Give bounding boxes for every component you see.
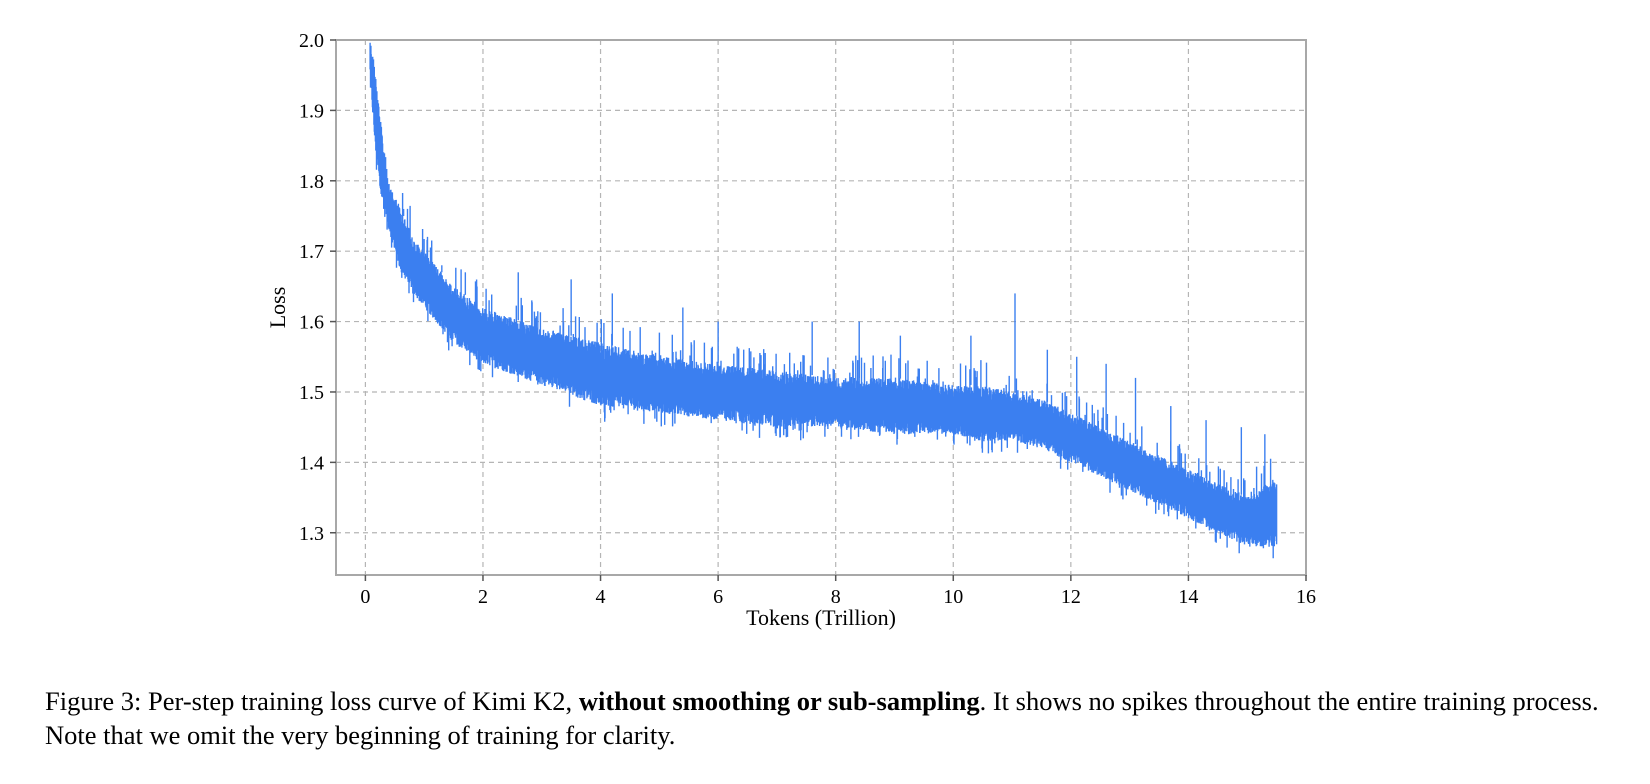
x-axis-title: Tokens (Trillion) [746,605,896,630]
y-axis: 1.3 1.4 1.5 1.6 1.7 1.8 1.9 2.0 [299,30,336,545]
x-tick-label: 0 [360,586,370,608]
x-axis: 0 2 4 6 8 10 12 14 16 [360,575,1316,608]
x-tick-label: 2 [478,586,488,608]
y-axis-title: Loss [265,287,290,329]
x-tick-label: 8 [831,586,841,608]
y-tick-label: 1.8 [299,171,324,193]
loss-chart: 0 2 4 6 8 10 12 14 16 1.3 1.4 1.5 1.6 1.7 1.8 1.9 2.0 T… [265,30,1316,630]
y-tick-label: 1.4 [299,452,324,474]
plot-frame [335,39,1307,576]
x-tick-label: 12 [1061,586,1081,608]
y-tick-label: 1.5 [299,382,324,404]
caption-prefix: Figure 3: Per-step training loss curve o… [45,686,579,716]
x-tick-label: 10 [943,586,963,608]
x-tick-label: 14 [1178,586,1198,608]
y-tick-label: 1.3 [299,523,324,545]
y-tick-label: 1.7 [299,241,324,263]
figure-caption: Figure 3: Per-step training loss curve o… [45,684,1625,752]
y-tick-label: 1.9 [299,100,324,122]
caption-bold: without smoothing or sub-sampling [578,686,980,716]
y-tick-label: 2.0 [299,30,324,52]
loss-line [369,42,1278,559]
caption-suffix: . It shows no spikes throughout the enti… [45,686,1599,750]
x-tick-label: 6 [713,586,723,608]
x-tick-label: 4 [596,586,606,608]
y-tick-label: 1.6 [299,312,324,334]
loss-series [369,42,1278,559]
x-tick-label: 16 [1296,586,1316,608]
